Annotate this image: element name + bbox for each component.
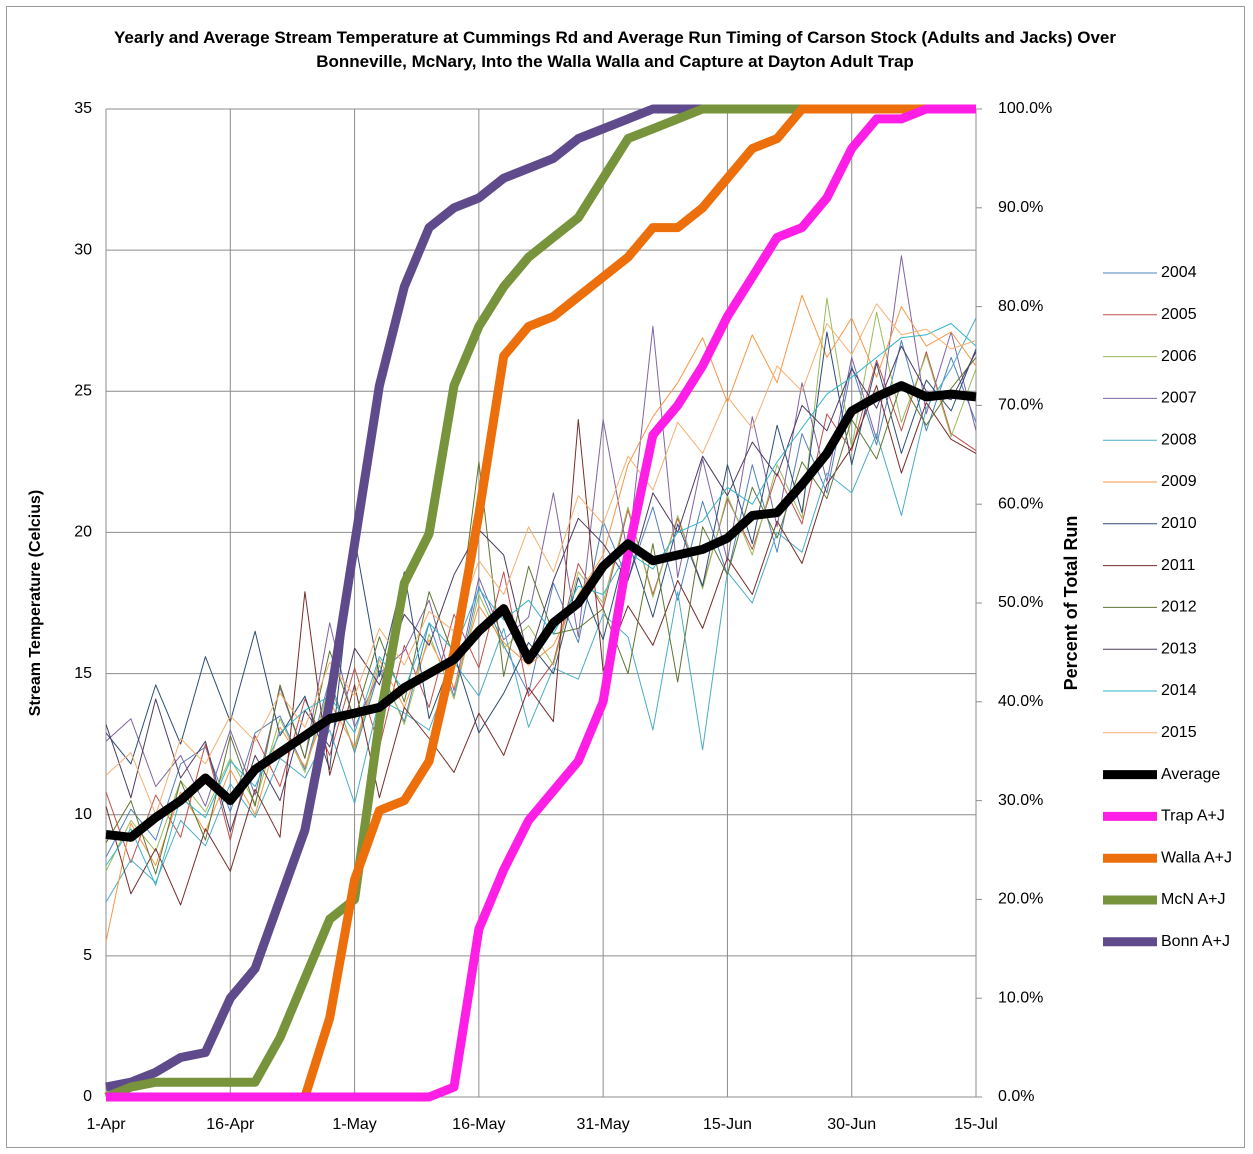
series-line [105, 104, 976, 1092]
y2-tick-label: 100.0% [998, 100, 1052, 117]
y2-tick-label: 60.0% [998, 495, 1043, 512]
y2-tick-label: 40.0% [998, 693, 1043, 710]
x-tick-label: 15-Jul [954, 1116, 998, 1133]
y-tick-label: 15 [74, 665, 92, 682]
y2-tick-label: 20.0% [998, 891, 1043, 908]
series-line [105, 323, 977, 886]
legend-label: Average [1161, 766, 1220, 783]
legend-label: 2012 [1161, 599, 1197, 616]
legend-label: 2008 [1161, 431, 1197, 448]
y2-tick-label: 10.0% [998, 989, 1043, 1006]
x-tick-label: 1-May [332, 1116, 376, 1133]
y2-tick-label: 90.0% [998, 199, 1043, 216]
legend-label: 2011 [1161, 557, 1196, 574]
x-tick-label: 16-Apr [206, 1116, 255, 1133]
legend-label: 2010 [1161, 515, 1197, 532]
legend-label: 2009 [1161, 473, 1197, 490]
y2-tick-label: 50.0% [998, 594, 1043, 611]
legend-label: 2005 [1161, 306, 1197, 323]
y2-axis-title: Percent of Total Run [1061, 516, 1081, 691]
series-line [105, 303, 977, 816]
x-tick-label: 1-Apr [86, 1116, 126, 1133]
x-tick-label: 15-Jun [703, 1116, 752, 1133]
legend-label: 2014 [1161, 682, 1197, 699]
series-line [105, 357, 977, 875]
x-tick-label: 31-May [576, 1116, 629, 1133]
series-line [106, 104, 976, 1102]
y-tick-label: 5 [83, 947, 92, 964]
chart-title: Yearly and Average Stream Temperature at… [113, 28, 1117, 71]
y2-tick-label: 80.0% [998, 298, 1043, 315]
series-line [105, 381, 977, 842]
y-axis-title: Stream Temperature (Celcius) [27, 490, 44, 716]
legend-label: Walla A+J [1161, 849, 1232, 866]
y2-tick-label: 70.0% [998, 397, 1043, 414]
legend-label: 2015 [1161, 724, 1197, 741]
y-tick-label: 10 [74, 806, 92, 823]
legend-label: 2006 [1161, 348, 1197, 365]
y2-tick-label: 0.0% [998, 1088, 1034, 1105]
legend-label: McN A+J [1161, 891, 1225, 908]
series-line [105, 331, 977, 770]
legend-label: 2007 [1161, 390, 1197, 407]
chart-border [6, 6, 1245, 1148]
y-tick-label: 25 [74, 383, 92, 400]
series-line [105, 294, 977, 942]
series-line [104, 104, 976, 1102]
legend-label: Bonn A+J [1161, 933, 1230, 950]
legend-label: Trap A+J [1161, 808, 1225, 825]
y2-tick-label: 30.0% [998, 792, 1043, 809]
y-tick-label: 35 [74, 100, 92, 117]
legend-label: 2004 [1161, 264, 1197, 281]
series-line [105, 385, 977, 906]
y-tick-label: 0 [83, 1088, 92, 1105]
x-tick-label: 16-May [452, 1116, 505, 1133]
series-line [105, 255, 977, 807]
legend-label: 2013 [1161, 640, 1197, 657]
series-line [105, 317, 977, 903]
y-tick-label: 20 [74, 524, 92, 541]
y-tick-label: 30 [74, 241, 92, 258]
x-tick-label: 30-Jun [827, 1116, 876, 1133]
series-line [106, 104, 976, 1102]
